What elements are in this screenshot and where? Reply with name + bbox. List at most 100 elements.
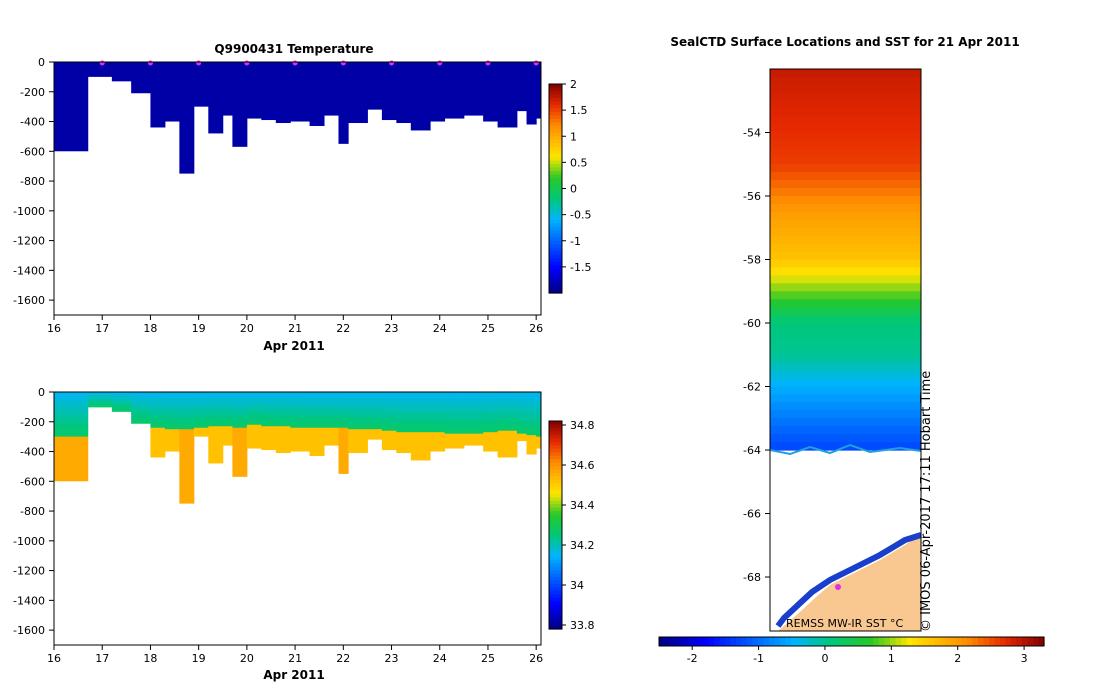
sst-band <box>770 323 921 332</box>
y-tick-label: -800 <box>20 175 45 188</box>
salinity-cell <box>261 409 277 416</box>
colorbar-tick-label: 0 <box>570 183 577 196</box>
colorbar-swatch <box>549 129 562 134</box>
colorbar-swatch <box>549 125 562 130</box>
salinity-cell <box>54 399 89 408</box>
lat-tick-label: -54 <box>743 127 761 140</box>
colorbar-swatch <box>549 94 562 99</box>
salinity-cell <box>324 415 339 423</box>
sst-colorbar-swatch <box>824 637 831 646</box>
sst-band <box>770 188 921 197</box>
salinity-cell <box>516 426 528 435</box>
sst-band <box>770 116 921 126</box>
salinity-cell <box>150 427 166 458</box>
salinity-cell <box>246 408 262 415</box>
salinity-cell <box>338 415 349 423</box>
colorbar-swatch <box>549 247 562 252</box>
salinity-cell <box>87 401 113 405</box>
salinity-cell <box>410 412 431 420</box>
colorbar-swatch <box>549 445 562 450</box>
map-frame <box>769 68 922 632</box>
x-tick-label: 23 <box>385 652 399 665</box>
sst-band <box>770 243 921 253</box>
salinity-cell <box>222 414 233 422</box>
sst-colorbar-swatch <box>1011 637 1018 646</box>
colorbar-swatch <box>549 573 562 578</box>
y-tick-label: -1600 <box>13 294 45 307</box>
temperature-profile-bar <box>463 62 484 116</box>
salinity-cell <box>410 418 431 426</box>
salinity-cell <box>381 424 397 432</box>
colorbar-swatch <box>549 136 562 141</box>
sst-colorbar-swatch <box>906 637 913 646</box>
sst-colorbar-swatch <box>994 637 1001 646</box>
salinity-cell <box>193 415 209 423</box>
colorbar-swatch <box>549 219 562 224</box>
colorbar-swatch <box>549 146 562 151</box>
salinity-cell <box>54 429 89 438</box>
y-tick-label: -1000 <box>13 535 45 548</box>
salinity-cell <box>483 418 499 426</box>
sst-colorbar-swatch <box>1027 637 1034 646</box>
temperature-profile-bar <box>232 62 248 147</box>
colorbar-swatch <box>549 601 562 606</box>
salinity-cell <box>131 412 151 419</box>
temperature-profile-bar <box>309 62 325 126</box>
salinity-cell <box>131 407 151 414</box>
sst-colorbar-swatch <box>813 637 820 646</box>
salinity-data-area <box>54 392 542 504</box>
sst-colorbar-swatch <box>890 637 897 646</box>
salinity-cell <box>497 411 518 419</box>
salinity-cell <box>111 392 132 396</box>
salinity-cell <box>338 392 349 399</box>
colorbar-swatch <box>549 434 562 439</box>
sst-colorbar-swatch <box>807 637 814 646</box>
colorbar-swatch <box>549 625 562 630</box>
salinity-cell <box>232 409 248 417</box>
sst-colorbar-swatch <box>752 637 759 646</box>
colorbar-swatch <box>549 272 562 277</box>
colorbar-tick-label: 0.5 <box>570 156 588 169</box>
temperature-profile-bar <box>381 62 397 121</box>
x-tick-label: 24 <box>433 322 447 335</box>
salinity-cell <box>497 424 518 432</box>
sst-band <box>770 92 921 102</box>
colorbar-swatch <box>549 552 562 557</box>
x-tick-label: 20 <box>240 652 254 665</box>
sst-colorbar-swatch <box>686 637 693 646</box>
colorbar-swatch <box>549 230 562 235</box>
salinity-cell <box>430 425 446 433</box>
salinity-cell <box>324 392 339 399</box>
salinity-cell <box>381 398 397 406</box>
salinity-cell <box>309 415 325 423</box>
lat-tick-label: -60 <box>743 317 761 330</box>
sst-colorbar-swatch <box>769 637 776 646</box>
salinity-cell <box>536 406 542 415</box>
salinity-cell <box>150 415 166 423</box>
colorbar-swatch <box>549 427 562 432</box>
salinity-cell <box>463 433 484 446</box>
colorbar-swatch <box>549 212 562 217</box>
colorbar-tick-label: 34.8 <box>570 419 595 432</box>
sst-colorbar-swatch <box>697 637 704 646</box>
colorbar-swatch <box>549 490 562 495</box>
sst-colorbar-swatch <box>703 637 710 646</box>
colorbar-tick-label: 34.6 <box>570 459 595 472</box>
salinity-cell <box>367 423 383 430</box>
sst-band <box>770 315 921 324</box>
colorbar-swatch <box>549 615 562 620</box>
salinity-cell <box>367 404 383 412</box>
y-tick-label: -200 <box>20 416 45 429</box>
colorbar-frame <box>548 420 563 630</box>
salinity-cell <box>410 425 431 433</box>
salinity-cell <box>367 416 383 424</box>
salinity-cell <box>232 421 248 429</box>
salinity-cell <box>87 399 113 403</box>
salinity-cell <box>290 397 311 405</box>
colorbar-swatch <box>549 583 562 588</box>
salinity-cell <box>193 427 209 437</box>
sst-band <box>770 140 921 149</box>
salinity-cell <box>275 403 291 410</box>
colorbar-swatch <box>549 525 562 530</box>
colorbar-swatch <box>549 122 562 127</box>
